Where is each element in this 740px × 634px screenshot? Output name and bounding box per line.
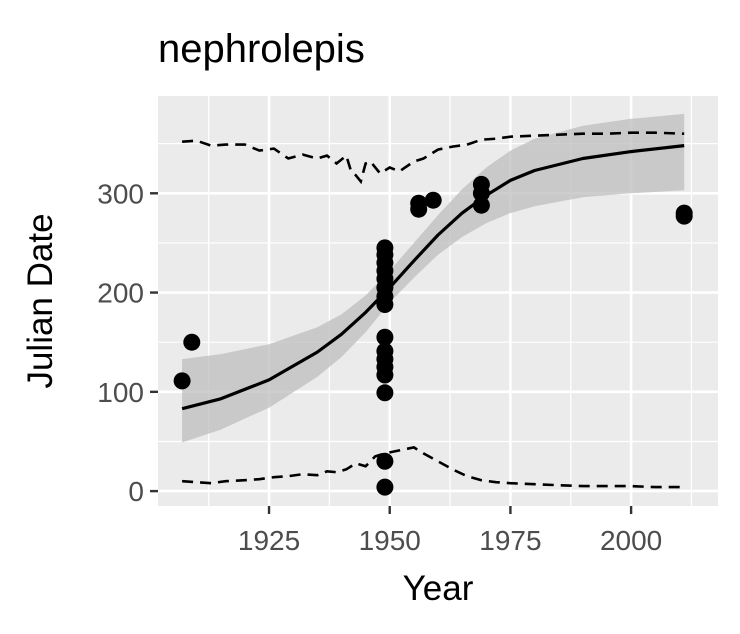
data-point	[376, 328, 394, 346]
y-tick-label: 200	[97, 278, 144, 309]
chart-title: nephrolepis	[158, 27, 365, 71]
data-point	[376, 478, 394, 496]
confidence-band	[182, 113, 685, 443]
data-points	[173, 175, 693, 496]
lower-dashed-line	[182, 446, 685, 489]
y-axis-title: Julian Date	[21, 213, 60, 388]
y-tick-label: 100	[97, 377, 144, 408]
x-axis-title: Year	[403, 569, 474, 608]
data-point	[173, 372, 191, 390]
x-tick-label: 1925	[238, 525, 300, 556]
y-tick-label: 0	[128, 476, 144, 507]
data-point	[472, 175, 490, 193]
data-point	[183, 333, 201, 351]
fit-line	[181, 144, 685, 411]
upper-dashed-line	[182, 131, 685, 185]
x-tick-label: 1950	[359, 525, 421, 556]
confidence-band-area	[182, 113, 685, 443]
x-tick-label: 1975	[479, 525, 541, 556]
data-point	[376, 342, 394, 360]
fit-curve	[181, 144, 685, 411]
data-point	[376, 452, 394, 470]
data-point	[410, 194, 428, 212]
y-tick-label: 300	[97, 178, 144, 209]
data-point	[424, 191, 442, 209]
x-tick-label: 2000	[600, 525, 662, 556]
data-point	[376, 384, 394, 402]
dashed-bounds	[182, 131, 685, 489]
data-point	[376, 239, 394, 257]
data-point	[472, 196, 490, 214]
axis-ticks: 1925 1950 1975 2000 0 100 200 300	[97, 178, 662, 556]
data-point	[675, 204, 693, 222]
